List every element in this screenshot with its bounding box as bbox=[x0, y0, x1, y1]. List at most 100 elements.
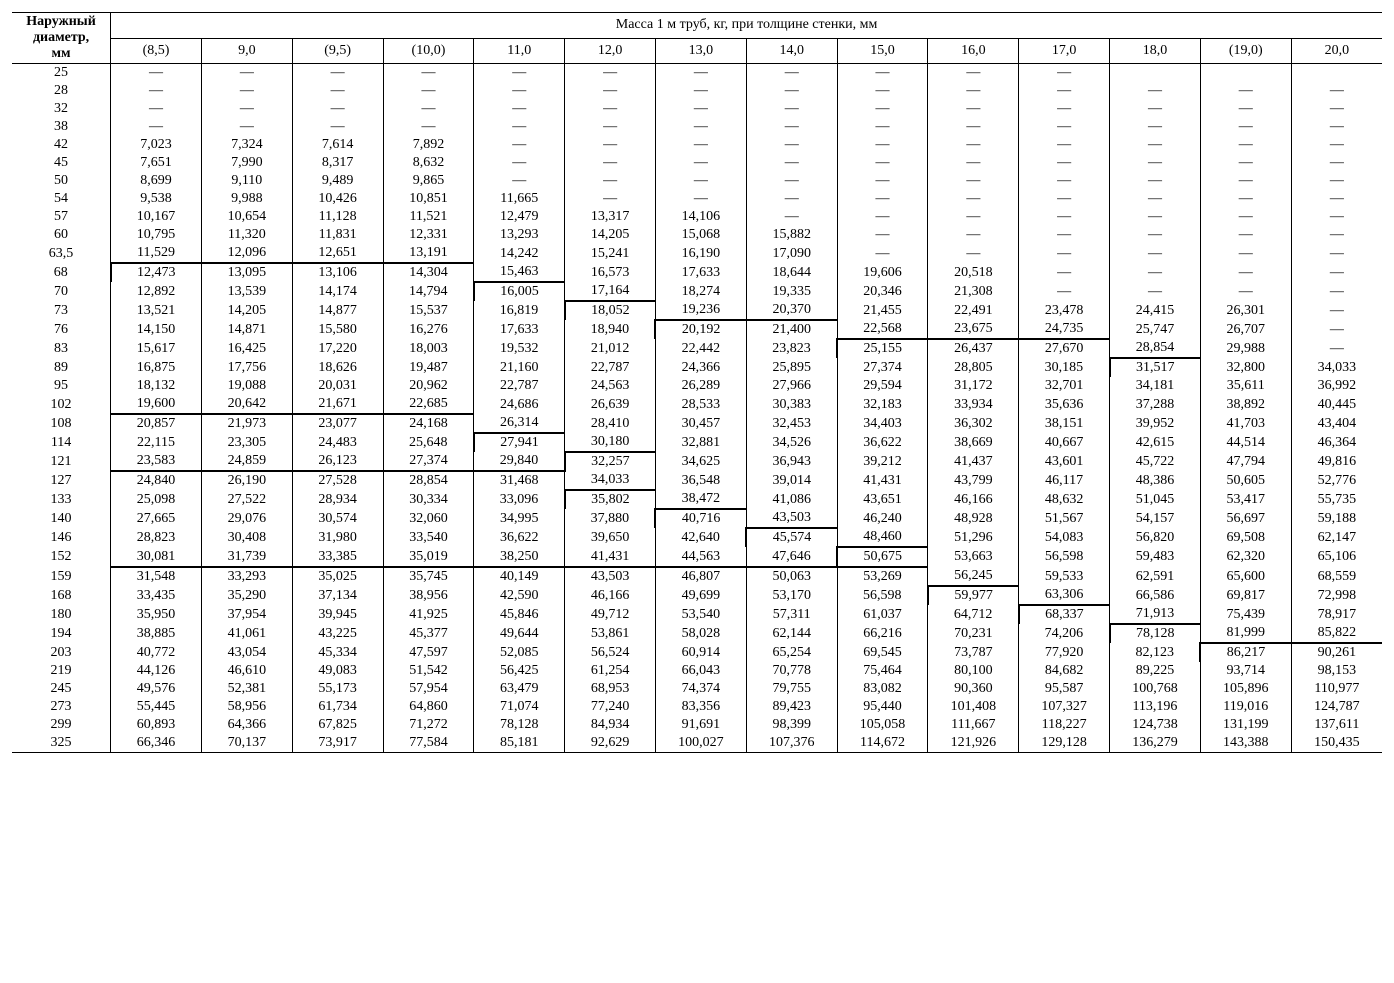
cell: 41,925 bbox=[383, 605, 474, 624]
cell: 51,045 bbox=[1110, 490, 1201, 509]
cell: — bbox=[111, 82, 202, 100]
column-header-row: (8,5)9,0(9,5)(10,0)11,012,013,014,015,01… bbox=[12, 38, 1382, 64]
cell: 11,529 bbox=[111, 244, 202, 263]
cell: 92,629 bbox=[565, 734, 656, 753]
cell: — bbox=[474, 136, 565, 154]
table-row: 11422,11523,30524,48325,64827,94130,1803… bbox=[12, 433, 1382, 452]
cell: — bbox=[1110, 82, 1201, 100]
cell: 95,587 bbox=[1019, 680, 1110, 698]
pipe-mass-table: Наружный диаметр, мм Масса 1 м труб, кг,… bbox=[12, 12, 1382, 753]
cell: 53,417 bbox=[1200, 490, 1291, 509]
table-row: 5710,16710,65411,12811,52112,47913,31714… bbox=[12, 208, 1382, 226]
cell: 39,014 bbox=[746, 471, 837, 490]
cell: 69,817 bbox=[1200, 586, 1291, 605]
cell: 39,212 bbox=[837, 452, 928, 471]
cell: 65,106 bbox=[1291, 547, 1382, 567]
rowhead-l3: мм bbox=[52, 46, 71, 61]
cell: 89,423 bbox=[746, 698, 837, 716]
col-header: 11,0 bbox=[474, 38, 565, 64]
cell: 54,083 bbox=[1019, 528, 1110, 547]
cell: 27,374 bbox=[837, 358, 928, 377]
cell: — bbox=[1110, 244, 1201, 263]
cell: — bbox=[1200, 118, 1291, 136]
row-diameter: 203 bbox=[12, 643, 111, 662]
cell: 68,337 bbox=[1019, 605, 1110, 624]
spanning-header: Масса 1 м труб, кг, при толщине стенки, … bbox=[111, 13, 1382, 39]
table-row: 63,511,52912,09612,65113,19114,24215,241… bbox=[12, 244, 1382, 263]
cell: — bbox=[1291, 282, 1382, 301]
cell: 56,820 bbox=[1110, 528, 1201, 547]
cell: 58,956 bbox=[201, 698, 292, 716]
cell: 98,153 bbox=[1291, 662, 1382, 680]
cell: — bbox=[1019, 64, 1110, 83]
cell: — bbox=[1019, 118, 1110, 136]
cell: 35,290 bbox=[201, 586, 292, 605]
cell: 43,225 bbox=[292, 624, 383, 643]
row-diameter: 28 bbox=[12, 82, 111, 100]
cell: 34,625 bbox=[655, 452, 746, 471]
cell: 113,196 bbox=[1110, 698, 1201, 716]
row-diameter: 54 bbox=[12, 190, 111, 208]
cell: — bbox=[928, 82, 1019, 100]
row-diameter: 140 bbox=[12, 509, 111, 528]
cell: 18,052 bbox=[565, 301, 656, 320]
cell: 26,437 bbox=[928, 339, 1019, 358]
cell: 38,892 bbox=[1200, 395, 1291, 414]
table-row: 10219,60020,64221,67122,68524,68626,6392… bbox=[12, 395, 1382, 414]
cell: 63,306 bbox=[1019, 586, 1110, 605]
cell: 44,563 bbox=[655, 547, 746, 567]
cell: 17,220 bbox=[292, 339, 383, 358]
cell: 24,366 bbox=[655, 358, 746, 377]
row-diameter: 38 bbox=[12, 118, 111, 136]
cell: 18,132 bbox=[111, 377, 202, 395]
cell: 42,590 bbox=[474, 586, 565, 605]
cell: 30,180 bbox=[565, 433, 656, 452]
cell: — bbox=[201, 82, 292, 100]
cell: 73,787 bbox=[928, 643, 1019, 662]
cell: — bbox=[1110, 136, 1201, 154]
cell: 26,123 bbox=[292, 452, 383, 471]
cell: — bbox=[928, 172, 1019, 190]
cell: 75,439 bbox=[1200, 605, 1291, 624]
cell: 65,600 bbox=[1200, 567, 1291, 586]
cell: 26,639 bbox=[565, 395, 656, 414]
cell: — bbox=[837, 172, 928, 190]
cell: 118,227 bbox=[1019, 716, 1110, 734]
cell: — bbox=[383, 118, 474, 136]
cell: 16,573 bbox=[565, 263, 656, 282]
cell: 27,670 bbox=[1019, 339, 1110, 358]
cell: 78,128 bbox=[474, 716, 565, 734]
table-row: 20340,77243,05445,33447,59752,08556,5246… bbox=[12, 643, 1382, 662]
cell: — bbox=[746, 154, 837, 172]
cell: 41,061 bbox=[201, 624, 292, 643]
cell: 52,085 bbox=[474, 643, 565, 662]
cell: 25,648 bbox=[383, 433, 474, 452]
cell: — bbox=[1110, 282, 1201, 301]
cell: 34,995 bbox=[474, 509, 565, 528]
cell: 33,540 bbox=[383, 528, 474, 547]
cell: 47,646 bbox=[746, 547, 837, 567]
cell: 29,594 bbox=[837, 377, 928, 395]
cell: 26,314 bbox=[474, 414, 565, 433]
cell: 44,514 bbox=[1200, 433, 1291, 452]
col-header: 9,0 bbox=[201, 38, 292, 64]
cell: — bbox=[1019, 282, 1110, 301]
cell: — bbox=[1200, 282, 1291, 301]
cell: 30,383 bbox=[746, 395, 837, 414]
cell: 26,289 bbox=[655, 377, 746, 395]
row-diameter: 68 bbox=[12, 263, 111, 282]
table-body: 25———————————28——————————————32—————————… bbox=[12, 64, 1382, 753]
cell: 11,521 bbox=[383, 208, 474, 226]
row-diameter: 159 bbox=[12, 567, 111, 586]
cell: 61,734 bbox=[292, 698, 383, 716]
cell: 14,242 bbox=[474, 244, 565, 263]
cell: — bbox=[837, 226, 928, 244]
cell: 18,644 bbox=[746, 263, 837, 282]
cell: 46,807 bbox=[655, 567, 746, 586]
cell: 41,086 bbox=[746, 490, 837, 509]
table-row: 13325,09827,52228,93430,33433,09635,8023… bbox=[12, 490, 1382, 509]
row-diameter: 60 bbox=[12, 226, 111, 244]
cell: 19,487 bbox=[383, 358, 474, 377]
cell: 48,386 bbox=[1110, 471, 1201, 490]
cell: 18,003 bbox=[383, 339, 474, 358]
